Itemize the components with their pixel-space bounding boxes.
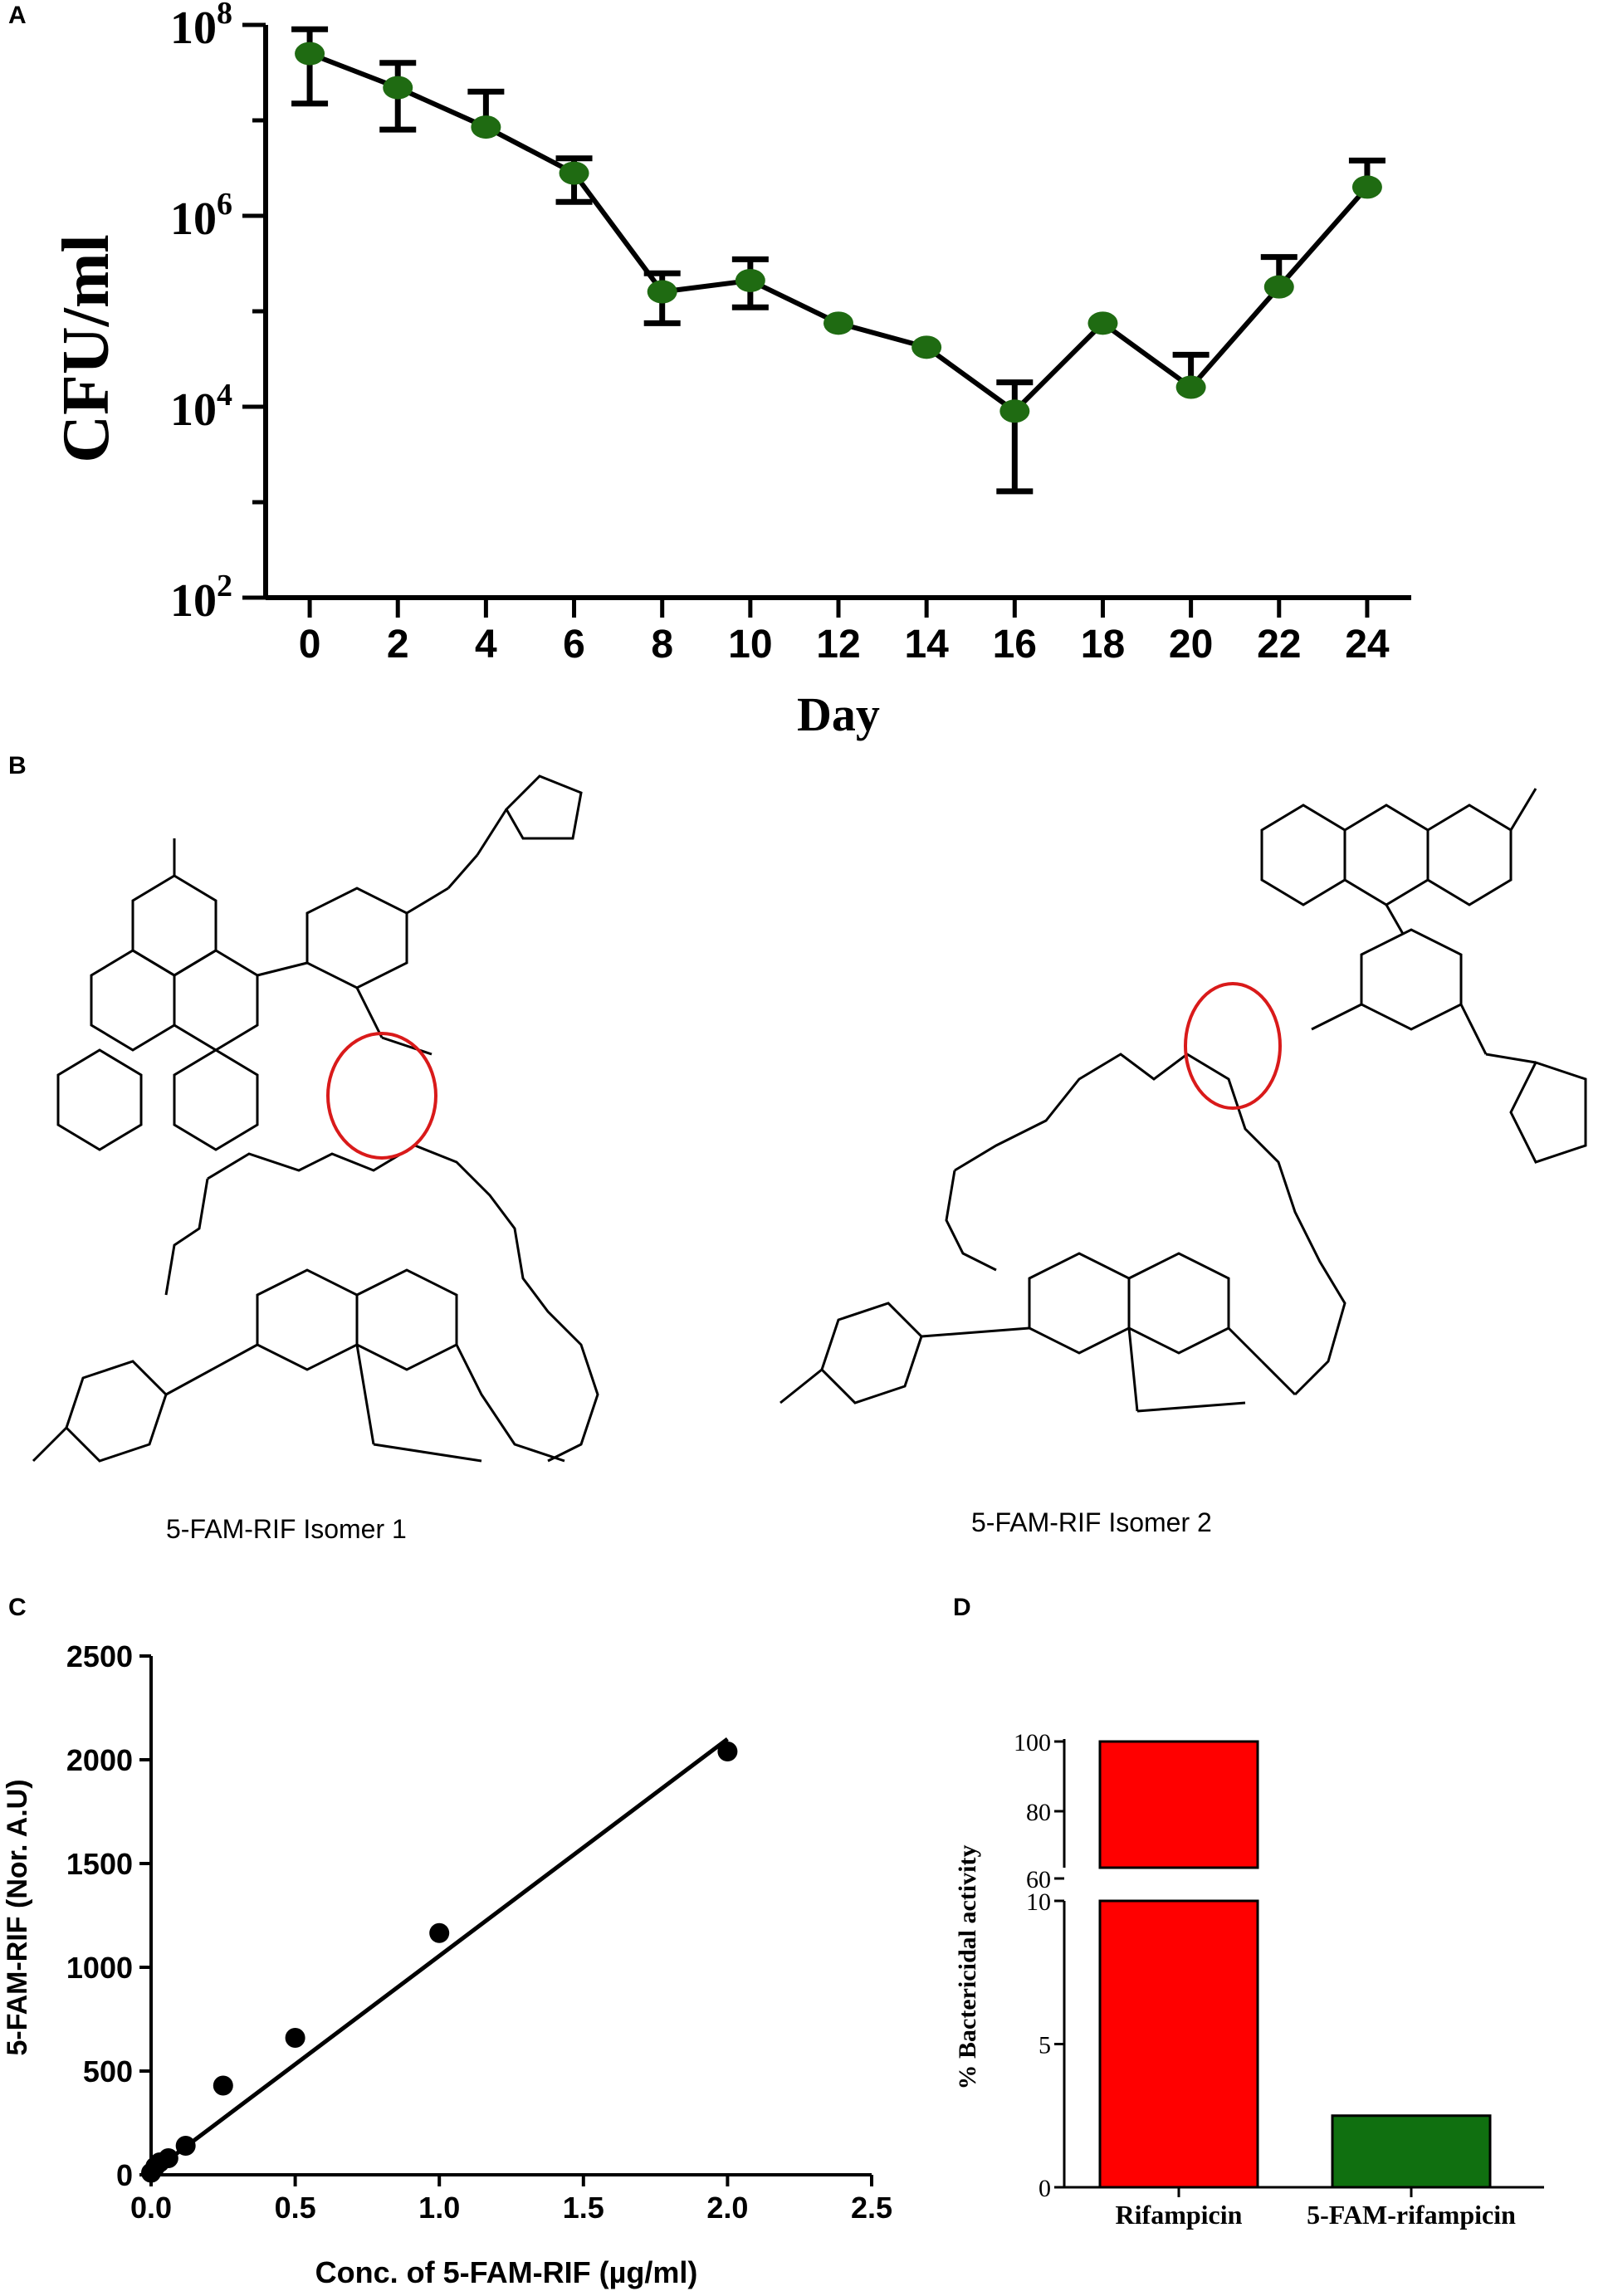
chart-a-data-point <box>1087 311 1118 335</box>
chart-c-data-point <box>285 2028 305 2048</box>
chart-a-data-point <box>999 399 1030 423</box>
chart-a-data-point <box>559 161 589 185</box>
chart-a-data-point <box>295 42 325 66</box>
chart-c-y-tick-label: 2000 <box>66 1743 133 1777</box>
chart-d-bar <box>1098 1740 1259 1869</box>
chart-a-data-point <box>911 335 942 359</box>
chart-a-y-tick-label: 108 <box>170 0 232 54</box>
chart-c-x-tick-label: 2.0 <box>706 2191 748 2225</box>
chart-a-x-tick-label: 4 <box>475 623 497 667</box>
chart-a-x-tick-label: 20 <box>1169 623 1213 667</box>
panel-label-c: C <box>8 1594 27 1621</box>
chart-c-y-tick-label: 1500 <box>66 1847 133 1881</box>
chart-a-x-tick-label: 2 <box>387 623 409 667</box>
chart-c-data-point <box>213 2075 233 2096</box>
isomer2-structure <box>780 788 1587 1413</box>
panel-label-b: B <box>8 752 27 779</box>
chart-a-x-tick-label: 10 <box>728 623 772 667</box>
chart-a-x-tick-label: 8 <box>651 623 673 667</box>
chart-c-y-tick-label: 2500 <box>66 1639 133 1673</box>
chart-c-ylabel: 5-FAM-RIF (Nor. A.U) <box>2 1779 33 2055</box>
chart-c-x-tick-label: 2.5 <box>851 2191 892 2225</box>
isomer2-ester-highlight-circle <box>1184 982 1282 1110</box>
chart-d-y-tick-label: 5 <box>1039 2032 1051 2059</box>
chart-a-data-point <box>1263 275 1294 299</box>
chart-c-data-point <box>145 2157 166 2176</box>
isomer1-caption: 5-FAM-RIF Isomer 1 <box>166 1514 407 1544</box>
chart-c-x-tick-label: 1.5 <box>563 2191 604 2225</box>
chart-a-data-point <box>647 280 677 304</box>
chart-c-x-tick-label: 0.0 <box>130 2191 172 2225</box>
chart-a-x-tick-label: 16 <box>993 623 1037 667</box>
chart-a-x-tick-label: 18 <box>1081 623 1125 667</box>
chart-a-data-point <box>735 268 765 292</box>
chart-c-y-tick-label: 1000 <box>66 1951 133 1985</box>
chart-a-data-point <box>1351 175 1382 199</box>
chart-c-y-tick-label: 500 <box>83 2054 133 2088</box>
chart-c-data-point <box>158 2148 178 2168</box>
chart-c-fit-line <box>149 1737 729 2175</box>
chart-c-x-tick-label: 1.0 <box>418 2191 460 2225</box>
chart-d-y-tick-label: 60 <box>1026 1866 1051 1893</box>
chart-a-data-point <box>383 76 413 100</box>
chart-d-y-tick-label: 0 <box>1039 2175 1051 2202</box>
chart-d-y-tick-label: 100 <box>1014 1729 1051 1756</box>
chart-c-data-point <box>429 1922 450 1943</box>
isomer1-ester-highlight-circle <box>326 1032 437 1160</box>
chart-c-y-tick-label: 0 <box>116 2158 133 2192</box>
chart-c-xlabel: Conc. of 5-FAM-RIF (µg/ml) <box>315 2255 698 2289</box>
chart-a-x-tick-label: 22 <box>1257 623 1301 667</box>
chart-a-y-tick-label: 104 <box>170 378 232 436</box>
chart-a-x-tick-label: 6 <box>563 623 585 667</box>
chart-a-ylabel: CFU/ml <box>50 234 123 463</box>
chart-d-bar <box>1331 2114 1492 2189</box>
chart-a-y-tick-label: 106 <box>170 187 232 245</box>
chart-d-bar <box>1098 1899 1259 2189</box>
chart-d-x-tick-label: 5-FAM-rifampicin <box>1307 2200 1516 2230</box>
chart-d-ylabel: % Bactericidal activity <box>954 1845 981 2090</box>
chart-c-data-point <box>717 1742 738 1761</box>
chart-c-data-point <box>149 2152 170 2172</box>
chart-a-data-point <box>471 115 501 139</box>
chart-a-x-tick-label: 12 <box>816 623 860 667</box>
chart-a-xlabel: Day <box>797 687 880 741</box>
chart-a-x-tick-label: 0 <box>299 623 321 667</box>
panel-label-a: A <box>8 2 27 29</box>
panel-label-d: D <box>953 1594 971 1621</box>
chart-a-x-tick-label: 24 <box>1345 623 1390 667</box>
chart-a-data-point <box>823 311 853 335</box>
chart-a-y-tick-label: 102 <box>170 569 232 627</box>
isomer1-structure <box>32 774 599 1463</box>
chart-a-data-point <box>1175 375 1206 399</box>
chart-d-y-tick-label: 80 <box>1026 1799 1051 1826</box>
chart-c-data-point <box>175 2136 196 2156</box>
chart-c-x-tick-label: 0.5 <box>275 2191 316 2225</box>
chart-d-x-tick-label: Rifampicin <box>1116 2200 1243 2230</box>
chart-c-data-point <box>141 2162 161 2183</box>
chart-d-y-tick-label: 10 <box>1026 1888 1051 1916</box>
chart-a-x-tick-label: 14 <box>904 623 949 667</box>
isomer2-caption: 5-FAM-RIF Isomer 2 <box>971 1507 1212 1537</box>
